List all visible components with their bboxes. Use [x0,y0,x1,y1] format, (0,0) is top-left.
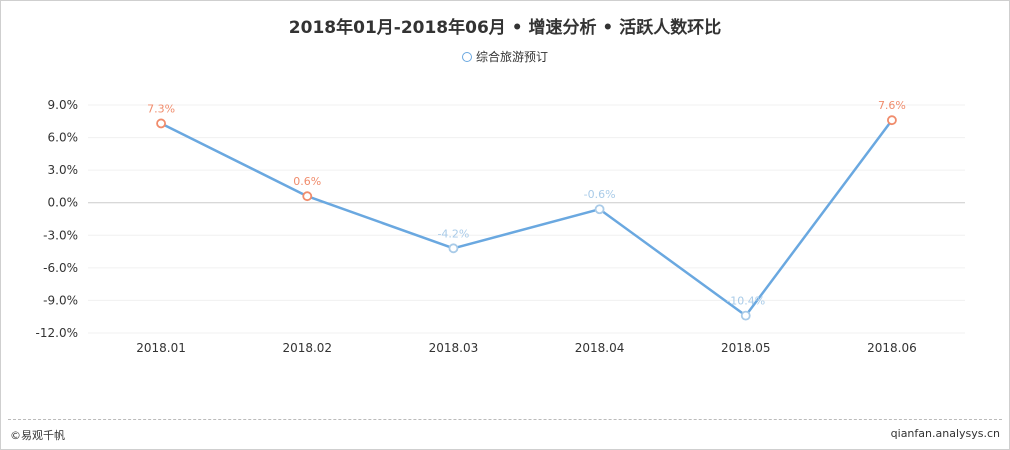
y-tick-label: 6.0% [48,131,79,145]
y-tick-label: -3.0% [43,228,78,242]
data-point [740,310,751,321]
y-tick-label: -9.0% [43,293,78,307]
y-tick-label: -12.0% [36,326,78,340]
data-label: 0.6% [293,175,321,188]
chart-legend[interactable]: 综合旅游预订 [0,48,1010,65]
legend-marker-icon [461,51,472,62]
data-label: -4.2% [437,227,469,240]
data-label: -0.6% [584,188,616,201]
legend-label: 综合旅游预订 [475,50,548,64]
y-tick-label: 3.0% [48,163,79,177]
x-tick-label: 2018.05 [721,341,771,355]
data-point [156,118,166,129]
x-tick-label: 2018.02 [282,341,332,355]
x-tick-label: 2018.03 [429,341,479,355]
x-tick-label: 2018.04 [575,341,625,355]
y-tick-label: -6.0% [43,261,78,275]
data-label: -10.4% [726,295,765,308]
data-point [448,243,459,254]
data-point [302,191,313,202]
series-line [160,119,893,317]
y-tick-label: 9.0% [48,98,79,112]
data-point [887,115,897,126]
footer-brand: ©易观千帆 [10,429,65,442]
data-label: 7.3% [147,102,175,115]
footer-divider [8,419,1002,420]
data-label: 7.6% [878,99,906,112]
x-tick-label: 2018.01 [136,341,186,355]
chart-title: 2018年01月-2018年06月 • 增速分析 • 活跃人数环比 [288,18,722,38]
y-tick-label: 0.0% [48,196,79,210]
data-point [594,204,605,215]
x-tick-label: 2018.06 [867,341,917,355]
footer-site: qianfan.analysys.cn [890,427,1000,440]
